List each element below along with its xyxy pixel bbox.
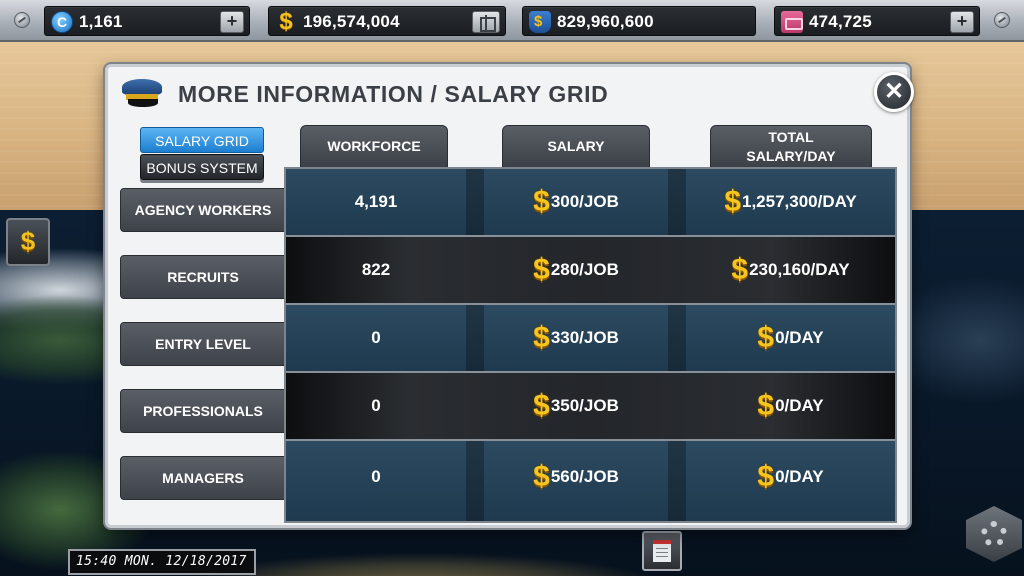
dollar-icon: $ (533, 321, 550, 354)
salary-grid-dialog: MORE INFORMATION / SALARY GRID ✕ SALARY … (105, 64, 914, 528)
gift-button[interactable] (472, 11, 500, 33)
coins-value: 1,161 (79, 12, 123, 31)
dollar-icon: $ (757, 389, 775, 422)
table-row: 822 $280/JOB $230,160/DAY (286, 237, 895, 303)
column-header-workforce: WORKFORCE (300, 125, 448, 167)
dollar-icon: $ (757, 321, 775, 354)
total-salary-cell: $1,257,300/DAY (724, 185, 857, 218)
dollar-icon: $ (533, 185, 550, 218)
dollar-icon: $ (533, 389, 550, 422)
buy-tickets-button[interactable]: + (950, 11, 974, 33)
cash-value: 196,574,004 (303, 12, 400, 31)
tab-salary-grid[interactable]: SALARY GRID (140, 127, 264, 153)
cash-counter: $ 196,574,004 (268, 6, 506, 36)
bolt-icon (994, 12, 1010, 28)
table-row: 0 $560/JOB $0/DAY (286, 441, 895, 521)
calendar-icon (653, 540, 671, 562)
resource-bar: C 1,161 + $ 196,574,004 829,960,600 474,… (0, 0, 1024, 42)
row-divider (286, 235, 895, 237)
ticket-icon (781, 11, 803, 33)
finance-button[interactable]: $ (6, 218, 50, 266)
row-label-agency-workers: AGENCY WORKERS (120, 188, 286, 232)
bank-counter: 829,960,600 (522, 6, 756, 36)
workforce-cell: 4,191 (354, 192, 398, 211)
workforce-cell: 0 (371, 467, 381, 486)
dollar-icon: $ (731, 253, 749, 286)
total-salary-cell: $230,160/DAY (731, 253, 850, 286)
buy-coins-button[interactable]: + (220, 11, 244, 33)
table-row: 0 $330/JOB $0/DAY (286, 305, 895, 371)
tickets-counter: 474,725 + (774, 6, 980, 36)
calendar-button[interactable] (642, 531, 682, 571)
workforce-cell: 822 (361, 260, 391, 279)
workforce-cell: 0 (371, 396, 381, 415)
row-divider (286, 439, 895, 441)
close-button[interactable]: ✕ (874, 72, 914, 112)
row-label-recruits: RECRUITS (120, 255, 286, 299)
row-label-managers: MANAGERS (120, 456, 286, 500)
row-label-professionals: PROFESSIONALS (120, 389, 286, 433)
salary-cell: $330/JOB (533, 321, 619, 354)
total-salary-cell: $0/DAY (757, 460, 824, 493)
c-coin-icon: C (51, 11, 73, 33)
column-header-salary: SALARY (502, 125, 650, 167)
dollar-icon: $ (533, 253, 550, 286)
total-salary-cell: $0/DAY (757, 321, 824, 354)
row-divider (286, 371, 895, 373)
tickets-value: 474,725 (809, 12, 872, 31)
salary-cell: $300/JOB (533, 185, 619, 218)
tab-bonus-system[interactable]: BONUS SYSTEM (140, 154, 264, 180)
salary-cell: $350/JOB (533, 389, 619, 422)
coins-counter: C 1,161 + (44, 6, 250, 36)
game-clock: 15:40 MON. 12/18/2017 (68, 549, 256, 575)
bank-value: 829,960,600 (557, 12, 654, 31)
money-bag-icon (529, 11, 551, 33)
table-row: 0 $350/JOB $0/DAY (286, 373, 895, 439)
dollar-icon: $ (279, 8, 293, 35)
pilot-hat-icon (118, 79, 164, 109)
dollar-icon: $ (533, 460, 550, 493)
row-divider (286, 303, 895, 305)
bolt-icon (14, 12, 30, 28)
row-label-entry-level: ENTRY LEVEL (120, 322, 286, 366)
gear-icon (981, 521, 1007, 547)
salary-cell: $280/JOB (533, 253, 619, 286)
total-salary-cell: $0/DAY (757, 389, 824, 422)
salary-table: 4,191 $300/JOB $1,257,300/DAY 822 $280/J… (284, 167, 897, 523)
salary-cell: $560/JOB (533, 460, 619, 493)
table-row: 4,191 $300/JOB $1,257,300/DAY (286, 169, 895, 235)
workforce-cell: 0 (371, 328, 381, 347)
column-header-total-salary: TOTAL SALARY/DAY (710, 125, 872, 167)
dollar-icon: $ (724, 185, 741, 218)
dialog-title: MORE INFORMATION / SALARY GRID (178, 81, 609, 107)
dollar-icon: $ (757, 460, 775, 493)
